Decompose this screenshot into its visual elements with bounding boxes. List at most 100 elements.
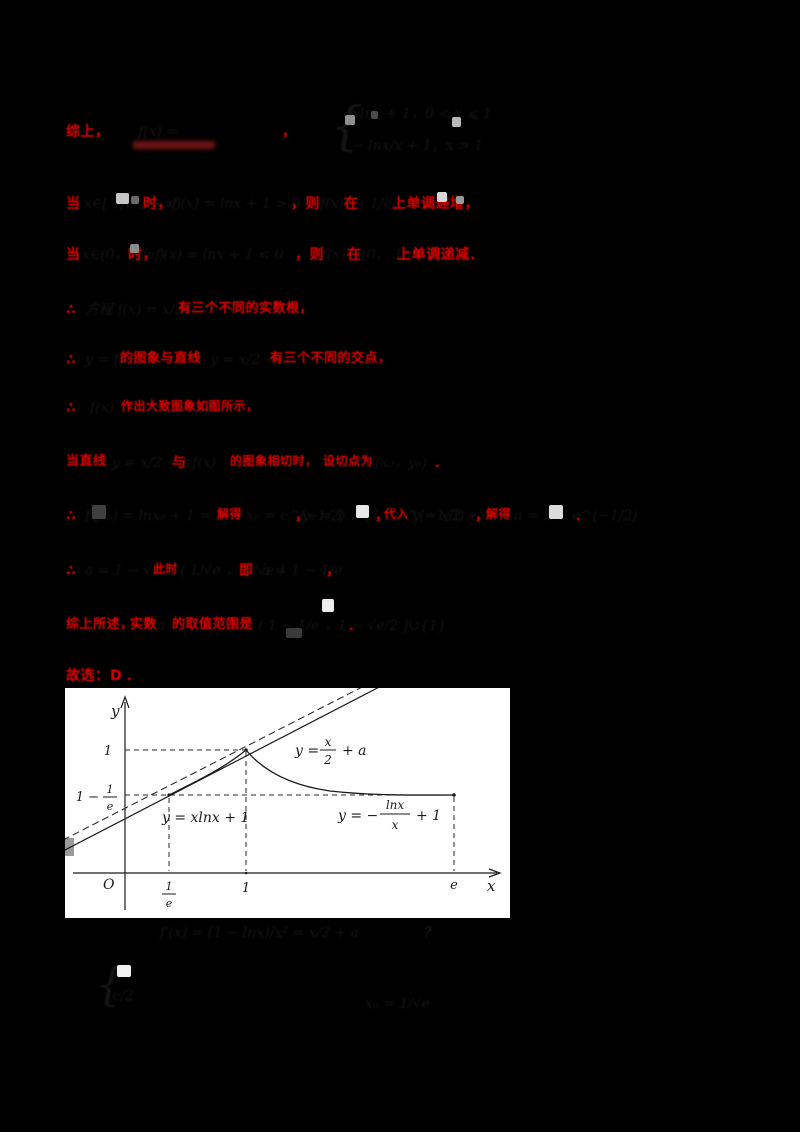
y-axis-arrow <box>120 695 130 709</box>
faint-math-text: f(x) <box>90 400 115 416</box>
faint-math-text: ( 1∕e ，+∞) <box>360 196 440 212</box>
faint-math-text: a <box>157 618 166 634</box>
solution-red-text: 综上所述， <box>66 617 134 632</box>
curve-right-label-pre: y = − <box>337 808 378 824</box>
point-e <box>452 793 456 797</box>
origin-label: O <box>103 877 115 893</box>
faint-math-text: − lnx∕x + 1，x > 1 <box>352 138 484 154</box>
y-tick-1minus-pre: 1 − <box>76 790 99 805</box>
faint-math-text: y = x∕2 + a <box>112 455 192 471</box>
solution-red-text: 当 <box>66 247 81 263</box>
formula-artifact <box>371 111 378 119</box>
solution-red-text: 有三个不同的交点， <box>270 351 392 366</box>
y-tick-frac-num: 1 <box>107 783 114 796</box>
faint-math-text: f′(x) = lnx + 1 > 0 <box>172 196 301 212</box>
formula-artifact <box>92 505 106 519</box>
faint-math-text: f(x) = <box>138 124 179 140</box>
solution-red-text: 故选： <box>66 668 110 684</box>
formula-artifact <box>456 196 464 204</box>
solution-red-text: 与 <box>172 455 187 471</box>
line-label-post: + a <box>342 743 367 759</box>
x-tick-1e-den: e <box>166 897 173 910</box>
solution-red-text: ． <box>348 618 363 634</box>
y-axis-label: y <box>110 702 120 720</box>
curve-right-label-den: x <box>392 818 399 832</box>
solution-red-text: 综上， <box>66 124 110 140</box>
figure: y x O 1 1 − 1 e 1 e 1 e y = x 2 + a y = … <box>62 682 510 918</box>
faint-math-text: ( 1∕√e ， 1∕√e ) <box>180 563 285 579</box>
curve-right-label-post: + 1 <box>416 808 441 824</box>
x-axis-arrow <box>488 868 502 878</box>
faint-math-text: (x₀，y₀) <box>375 455 427 471</box>
solution-red-text: 实数 <box>130 617 158 632</box>
solution-red-text: ∴ <box>66 508 77 524</box>
solution-red-text: ． <box>575 508 590 524</box>
solution-red-text: 在 <box>344 196 359 212</box>
solution-red-text: ， <box>475 508 490 524</box>
faint-math-text: f′(x) = (1 − lnx)∕x² = x∕2 + a <box>160 925 360 941</box>
solution-red-text: 作出大致图象如图所示， <box>121 399 259 413</box>
solution-red-text: ∴ <box>66 352 77 368</box>
function-graph: y x O 1 1 − 1 e 1 e 1 e y = x 2 + a y = … <box>62 682 510 918</box>
faint-math-text: e∕2 <box>112 988 134 1004</box>
faint-math-text: x₀ = e^(−1∕2) <box>246 508 346 524</box>
faint-math-text: f(x) <box>322 247 347 263</box>
formula-artifact <box>437 192 447 202</box>
tangent-line-dashed <box>62 682 371 841</box>
formula-artifact <box>345 115 355 125</box>
solution-red-text: D <box>110 668 123 684</box>
solution-red-text: 代入 <box>384 507 410 521</box>
y-tick-1: 1 <box>104 744 112 759</box>
faint-math-text: a = 1 − √e∕2 <box>85 563 175 579</box>
x-axis-label: x <box>487 877 496 895</box>
y-tick-frac-den: e <box>107 800 114 813</box>
formula-artifact <box>549 505 563 519</box>
solution-red-text: ，则 <box>291 196 320 212</box>
faint-math-text: f(x) <box>192 455 217 471</box>
faint-math-text: { <box>330 97 364 157</box>
x-tick-1: 1 <box>242 881 250 896</box>
faint-math-text: y = x∕2 + a <box>210 352 290 368</box>
solution-red-text: 时， <box>143 196 172 212</box>
formula-artifact <box>452 117 461 127</box>
solution-red-text: 有三个不同的实数根， <box>178 301 314 316</box>
curve-xlnx-plus-1 <box>168 749 247 796</box>
faint-math-text: ? <box>424 925 432 941</box>
faint-math-text: f′(x) = lnx + 1 < 0 <box>155 247 284 263</box>
line-y-half-x-plus-a <box>62 682 388 852</box>
formula-artifact <box>356 505 369 518</box>
faint-math-text: ( 1 − 1∕e ，1 − √e∕2 ]∪{1} <box>258 618 447 634</box>
solution-red-text: ． <box>126 668 141 684</box>
formula-artifact <box>286 628 302 638</box>
dark-red-underline <box>133 141 215 149</box>
solution-red-text: 解得 <box>217 507 243 521</box>
faint-math-text: y = x∕2 + a <box>412 508 492 524</box>
solution-red-text: 当直线 <box>66 454 107 469</box>
line-label-den: 2 <box>323 753 332 767</box>
formula-artifact <box>322 599 334 612</box>
solution-red-text: ， <box>375 508 390 524</box>
formula-artifact <box>116 193 129 204</box>
formula-artifact <box>131 196 139 204</box>
solution-red-text: 的图象与直线 <box>120 351 202 366</box>
line-label-num: x <box>325 735 332 749</box>
faint-math-text: 方程 f(x) = x∕2 + a <box>85 302 213 318</box>
solution-red-text: 的图象相切时， <box>230 454 318 468</box>
curve-neg-lnx-over-x-plus-1 <box>245 749 455 796</box>
solution-red-text: 在 <box>347 247 362 263</box>
solution-red-text: ∴ <box>66 400 77 416</box>
formula-artifact <box>130 244 139 253</box>
curve-right-label-num: lnx <box>386 798 405 812</box>
solution-red-text: 设切点为 <box>323 454 374 468</box>
faint-math-text: a = 1 − e^(−1∕2) <box>514 508 638 524</box>
faint-math-text: x∈(0， 1∕e ) <box>82 247 165 263</box>
solution-red-text: ． <box>434 455 449 471</box>
solution-red-text: 上单调递增， <box>392 196 479 212</box>
faint-math-text: (0， 1∕e ) <box>361 247 426 263</box>
x-tick-e: e <box>450 878 458 893</box>
point-peak <box>244 748 248 752</box>
faint-math-text: y₀ = 1 − (1∕2)e^(−1∕2) <box>302 508 465 524</box>
solution-red-text: ， <box>326 563 341 579</box>
line-label-pre: y = <box>294 743 319 759</box>
solution-red-text: 解得 <box>486 507 512 521</box>
